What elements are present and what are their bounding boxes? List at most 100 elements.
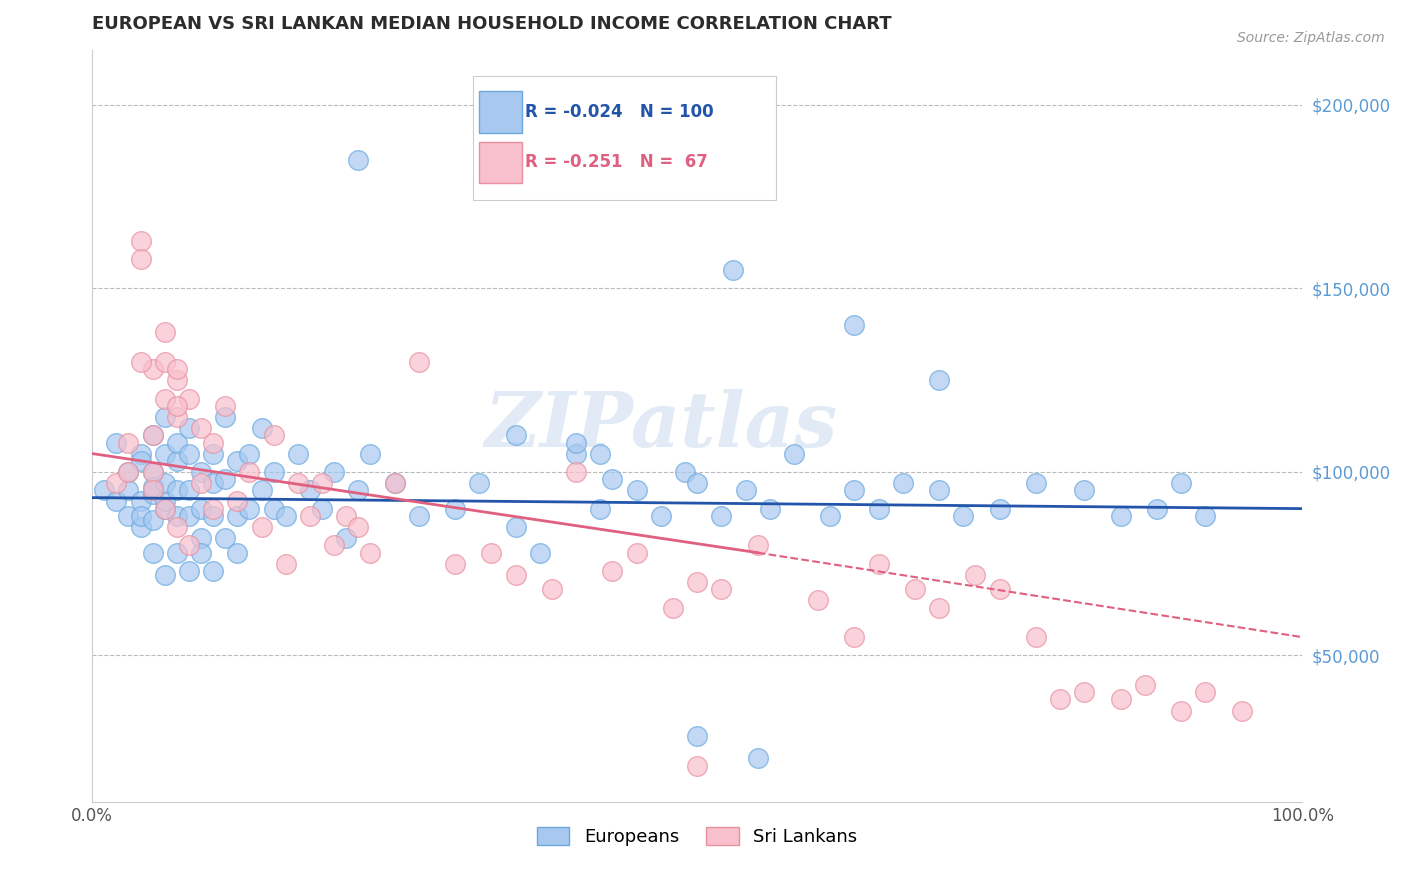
Point bbox=[153, 326, 176, 340]
Point bbox=[444, 501, 467, 516]
Point bbox=[142, 362, 165, 376]
Point bbox=[153, 567, 176, 582]
Point bbox=[1073, 685, 1095, 699]
Point bbox=[190, 546, 212, 560]
Point bbox=[928, 483, 950, 498]
Point bbox=[263, 428, 285, 442]
Point bbox=[359, 446, 381, 460]
Point bbox=[129, 520, 152, 534]
Point bbox=[142, 546, 165, 560]
Point bbox=[529, 546, 551, 560]
Point bbox=[190, 475, 212, 490]
Point bbox=[142, 465, 165, 479]
Point bbox=[807, 593, 830, 607]
Point bbox=[1109, 692, 1132, 706]
Point bbox=[129, 508, 152, 523]
Point bbox=[311, 501, 333, 516]
Point bbox=[335, 508, 357, 523]
Point bbox=[142, 428, 165, 442]
Point bbox=[238, 446, 260, 460]
Point bbox=[359, 546, 381, 560]
Point bbox=[190, 465, 212, 479]
Point bbox=[214, 472, 236, 486]
Point bbox=[177, 508, 200, 523]
Point bbox=[844, 630, 866, 644]
Point bbox=[250, 520, 273, 534]
Point bbox=[153, 392, 176, 406]
Point bbox=[602, 564, 624, 578]
Point bbox=[481, 546, 503, 560]
Point bbox=[129, 494, 152, 508]
Point bbox=[384, 475, 406, 490]
Point bbox=[783, 446, 806, 460]
Point bbox=[988, 501, 1011, 516]
FancyBboxPatch shape bbox=[474, 76, 776, 201]
Point bbox=[274, 508, 297, 523]
FancyBboxPatch shape bbox=[479, 91, 522, 133]
Point bbox=[444, 557, 467, 571]
Point bbox=[1194, 508, 1216, 523]
Point bbox=[747, 538, 769, 552]
Point bbox=[250, 483, 273, 498]
Point bbox=[166, 520, 188, 534]
Point bbox=[166, 454, 188, 468]
Point bbox=[1194, 685, 1216, 699]
Point bbox=[844, 483, 866, 498]
Point bbox=[177, 483, 200, 498]
Point bbox=[238, 465, 260, 479]
Point bbox=[226, 494, 249, 508]
Point bbox=[105, 494, 128, 508]
Point bbox=[868, 557, 890, 571]
Point bbox=[142, 513, 165, 527]
Point bbox=[129, 234, 152, 248]
Point bbox=[129, 454, 152, 468]
Point bbox=[565, 435, 588, 450]
Point bbox=[673, 465, 696, 479]
Point bbox=[1170, 475, 1192, 490]
Point bbox=[142, 483, 165, 498]
Point bbox=[710, 508, 733, 523]
Point bbox=[650, 508, 672, 523]
Point bbox=[214, 409, 236, 424]
Point bbox=[311, 475, 333, 490]
Point bbox=[153, 409, 176, 424]
Point bbox=[662, 600, 685, 615]
Point bbox=[891, 475, 914, 490]
Text: Source: ZipAtlas.com: Source: ZipAtlas.com bbox=[1237, 31, 1385, 45]
Point bbox=[202, 435, 225, 450]
Point bbox=[1025, 475, 1047, 490]
Point bbox=[589, 446, 612, 460]
Point bbox=[166, 409, 188, 424]
Point bbox=[723, 263, 745, 277]
Point bbox=[868, 501, 890, 516]
Point bbox=[1230, 704, 1253, 718]
Point bbox=[117, 465, 139, 479]
Point bbox=[250, 421, 273, 435]
Point bbox=[142, 465, 165, 479]
Point bbox=[1025, 630, 1047, 644]
Text: R = -0.024   N = 100: R = -0.024 N = 100 bbox=[526, 103, 714, 120]
Point bbox=[263, 465, 285, 479]
Point bbox=[238, 501, 260, 516]
FancyBboxPatch shape bbox=[479, 142, 522, 183]
Point bbox=[589, 501, 612, 516]
Point bbox=[298, 508, 321, 523]
Point bbox=[166, 373, 188, 387]
Point bbox=[226, 454, 249, 468]
Point bbox=[105, 435, 128, 450]
Point bbox=[142, 480, 165, 494]
Point bbox=[166, 362, 188, 376]
Point bbox=[505, 567, 527, 582]
Text: EUROPEAN VS SRI LANKAN MEDIAN HOUSEHOLD INCOME CORRELATION CHART: EUROPEAN VS SRI LANKAN MEDIAN HOUSEHOLD … bbox=[93, 15, 891, 33]
Legend: Europeans, Sri Lankans: Europeans, Sri Lankans bbox=[537, 827, 858, 846]
Point bbox=[190, 531, 212, 545]
Point bbox=[686, 575, 709, 590]
Point bbox=[93, 483, 115, 498]
Point bbox=[565, 446, 588, 460]
Point bbox=[117, 435, 139, 450]
Point bbox=[177, 564, 200, 578]
Point bbox=[686, 729, 709, 743]
Point bbox=[129, 355, 152, 369]
Point bbox=[408, 508, 430, 523]
Point bbox=[758, 501, 780, 516]
